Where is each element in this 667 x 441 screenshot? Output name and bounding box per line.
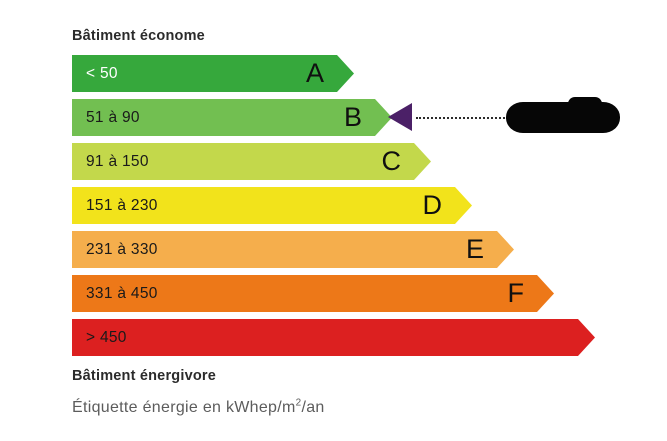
bar-shape-a	[72, 55, 354, 92]
caption-energy-guzzling-building: Bâtiment énergivore	[72, 368, 217, 384]
bar-shape-c	[72, 143, 431, 180]
bar-shape-g	[72, 319, 595, 356]
bar-shape-d	[72, 187, 472, 224]
selected-class-arrow-icon	[388, 103, 412, 131]
energy-class-bar-b: 51 à 90 B	[72, 99, 392, 136]
unit-caption-prefix: Étiquette énergie en kWhep/m	[72, 399, 296, 416]
unit-caption-exponent: 2	[295, 397, 302, 409]
energy-class-bar-g: > 450	[72, 319, 595, 356]
unit-caption: Étiquette énergie en kWhep/m2/an	[72, 397, 325, 417]
caption-economical-building: Bâtiment économe	[72, 28, 205, 44]
unit-caption-suffix: /an	[301, 399, 325, 416]
bar-shape-e	[72, 231, 514, 268]
bar-shape-f	[72, 275, 554, 312]
energy-class-bar-e: 231 à 330 E	[72, 231, 514, 268]
marker-leader-dotted-line	[416, 117, 508, 119]
energy-class-bar-f: 331 à 450 F	[72, 275, 554, 312]
energy-class-bar-c: 91 à 150 C	[72, 143, 431, 180]
redacted-value-blob	[506, 97, 620, 133]
energy-class-bar-d: 151 à 230 D	[72, 187, 472, 224]
energy-class-bar-a: < 50 A	[72, 55, 354, 92]
bar-shape-b	[72, 99, 392, 136]
